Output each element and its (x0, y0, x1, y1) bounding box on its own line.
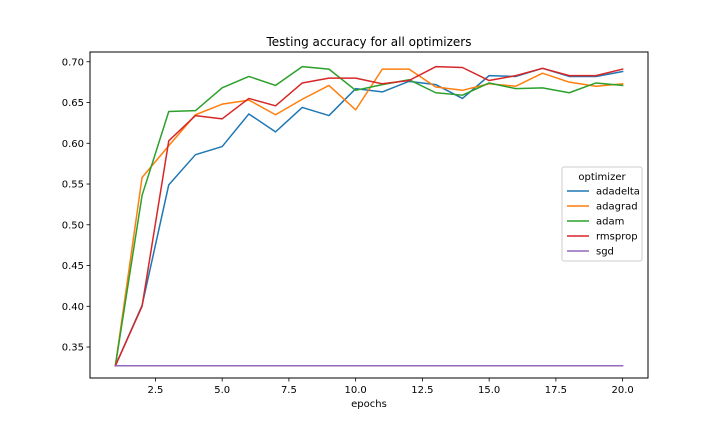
legend-label-adadelta: adadelta (596, 187, 640, 198)
x-tick-label: 17.5 (545, 385, 567, 396)
y-tick-label: 0.45 (62, 261, 84, 272)
y-tick-label: 0.35 (62, 343, 84, 354)
legend-label-adagrad: adagrad (596, 202, 638, 213)
legend: optimizer adadelta adagrad adam rmsprop sgd (561, 166, 643, 262)
x-tick-label: 5.0 (214, 385, 230, 396)
series-line-adadelta (114, 67, 624, 367)
x-axis-label: epochs (351, 399, 387, 410)
plot-lines (114, 65, 624, 367)
legend-label-adam: adam (596, 217, 624, 228)
y-tick-label: 0.70 (62, 57, 84, 68)
y-tick-label: 0.60 (62, 139, 84, 150)
legend-entries: adadelta adagrad adam rmsprop sgd (567, 187, 640, 258)
series-line-rmsprop (114, 65, 624, 367)
x-tick-label: 15.0 (478, 385, 500, 396)
series-line-adam (114, 65, 624, 367)
x-tick-label: 7.5 (281, 385, 297, 396)
legend-label-rmsprop: rmsprop (596, 232, 638, 243)
x-tick-label: 20.0 (612, 385, 634, 396)
x-tick-label: 10.0 (345, 385, 367, 396)
plot-frame (89, 51, 649, 379)
legend-label-sgd: sgd (596, 247, 614, 258)
y-tick-label: 0.65 (62, 98, 84, 109)
x-tick-label: 2.5 (147, 385, 163, 396)
x-tick-label: 12.5 (411, 385, 433, 396)
y-axis: 0.35 0.40 0.45 0.50 0.55 0.60 0.65 0.70 (62, 57, 90, 354)
legend-title: optimizer (578, 172, 626, 183)
chart-title: Testing accuracy for all optimizers (266, 35, 472, 49)
x-axis: 2.5 5.0 7.5 10.0 12.5 15.0 17.5 20.0 (147, 378, 634, 396)
y-tick-label: 0.40 (62, 302, 84, 313)
y-tick-label: 0.55 (62, 180, 84, 191)
series-line-adagrad (114, 68, 624, 367)
y-tick-label: 0.50 (62, 220, 84, 231)
